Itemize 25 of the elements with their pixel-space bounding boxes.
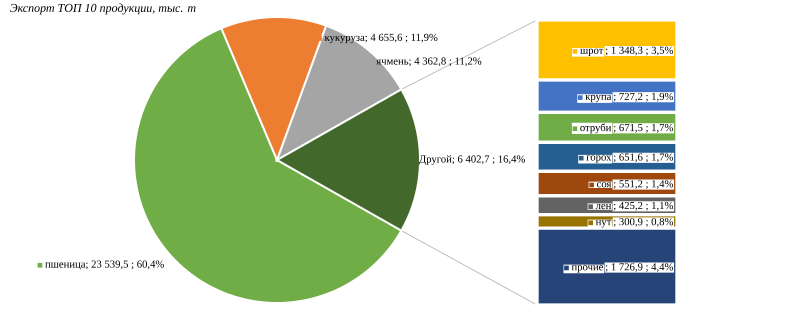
data-label: ; 23 539,5 ; 60,4% <box>86 260 164 270</box>
slice-label: Другой <box>418 155 452 165</box>
slice-label: кукуруза <box>324 36 365 44</box>
slice-label: ячмень <box>376 59 408 65</box>
legend-label: шрот <box>580 48 604 56</box>
legend-label: нут <box>596 220 612 228</box>
series-label: прочие <box>572 265 604 273</box>
data-label: ; 1 348,3 ; 3,5% <box>606 46 674 56</box>
data-label: ; 651,6 ; 1,7% <box>614 153 674 162</box>
data-label: ; 425,2 ; 1,1% <box>614 202 674 211</box>
legend-label: пшеница <box>45 262 86 270</box>
data-label: ; 4 362,8 ; 11,2% <box>409 57 482 66</box>
legend-label: крупа <box>585 94 612 102</box>
data-label: ; 6 402,7 ; 16,4% <box>452 155 525 164</box>
data-label: ; 727,2 ; 1,9% <box>614 92 674 102</box>
legend-label: лен <box>596 204 612 210</box>
legend-label: горох <box>586 155 612 163</box>
legend-label: соя <box>597 182 612 188</box>
data-label: ; 551,2 ; 1,4% <box>614 180 674 189</box>
chart-title: Экспорт ТОП 10 продукции, тыс. т <box>10 4 196 14</box>
legend-label: отруби <box>580 123 612 134</box>
data-label: ; 4 655,6 ; 11,9% <box>365 34 438 42</box>
data-label: ; 300,9 ; 0,8% <box>614 218 674 227</box>
data-label: ; 1 726,9 ; 4,4% <box>606 263 674 272</box>
data-label: ; 671,5 ; 1,7% <box>614 124 674 133</box>
